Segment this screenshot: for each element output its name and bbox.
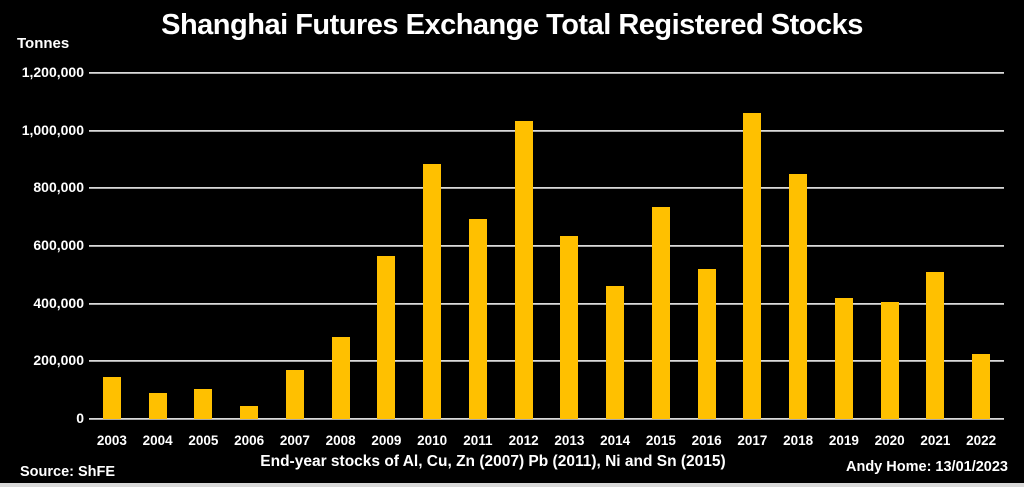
bar-2005 (194, 388, 213, 419)
bar-2008 (331, 336, 350, 419)
x-tick-label-2010: 2010 (417, 433, 448, 448)
y-tick-label: 0 (76, 410, 84, 426)
y-tick-label: 600,000 (33, 237, 84, 253)
gridline-600000 (89, 245, 1004, 247)
gridline-200000 (89, 360, 1004, 363)
bar-2007 (285, 369, 304, 419)
credit-label: Andy Home: 13/01/2023 (846, 459, 1008, 475)
x-tick-label-2021: 2021 (920, 433, 951, 448)
bar-2017 (743, 113, 762, 419)
y-tick-label: 1,200,000 (21, 64, 84, 80)
x-tick-label-2018: 2018 (783, 433, 814, 448)
gridline-1200000 (89, 72, 1004, 74)
x-tick-label-2003: 2003 (96, 433, 127, 448)
bar-2015 (651, 207, 670, 419)
bar-2009 (377, 256, 396, 419)
bar-2003 (102, 377, 121, 419)
x-tick-label-2005: 2005 (188, 433, 219, 448)
gridline-800000 (89, 187, 1004, 190)
footer-note: End-year stocks of Al, Cu, Zn (2007) Pb … (260, 453, 726, 470)
bar-2019 (834, 297, 853, 419)
y-tick-label: 1,000,000 (21, 121, 84, 138)
bar-2016 (697, 269, 716, 419)
chart-title: Shanghai Futures Exchange Total Register… (161, 9, 863, 41)
x-tick-label-2004: 2004 (142, 433, 173, 448)
source-label: Source: ShFE (20, 464, 116, 480)
bar-2012 (514, 120, 533, 419)
x-tick-label-2022: 2022 (966, 433, 997, 448)
x-tick-label-2006: 2006 (234, 433, 265, 448)
x-tick-label-2008: 2008 (325, 433, 356, 448)
bar-2010 (423, 163, 442, 419)
bar-2013 (560, 235, 579, 419)
x-tick-label-2014: 2014 (600, 433, 631, 448)
x-tick-label-2017: 2017 (737, 433, 768, 448)
x-tick-label-2007: 2007 (279, 433, 310, 448)
bar-2018 (789, 173, 808, 419)
bar-2006 (240, 406, 259, 419)
x-tick-label-2015: 2015 (645, 433, 676, 448)
x-tick-label-2012: 2012 (508, 433, 539, 448)
y-axis-unit-label: Tonnes (17, 35, 70, 52)
gridline-1000000 (89, 129, 1004, 132)
bar-2004 (148, 393, 167, 419)
bar-2022 (972, 354, 991, 419)
x-tick-label-2011: 2011 (463, 433, 493, 448)
bottom-strip (0, 483, 1024, 487)
x-tick-label-2016: 2016 (691, 433, 722, 448)
bar-2021 (926, 271, 945, 419)
gridline-400000 (89, 302, 1004, 305)
gridline-0 (89, 418, 1004, 420)
bar-2020 (880, 302, 899, 419)
x-tick-label-2020: 2020 (874, 433, 905, 448)
x-tick-label-2019: 2019 (828, 433, 859, 448)
x-tick-label-2013: 2013 (554, 433, 585, 448)
y-tick-label: 400,000 (33, 294, 84, 311)
y-tick-label: 800,000 (33, 179, 84, 196)
x-tick-label-2009: 2009 (371, 433, 402, 448)
bar-2014 (606, 286, 625, 419)
y-tick-label: 200,000 (33, 352, 84, 369)
bar-2011 (468, 218, 487, 419)
